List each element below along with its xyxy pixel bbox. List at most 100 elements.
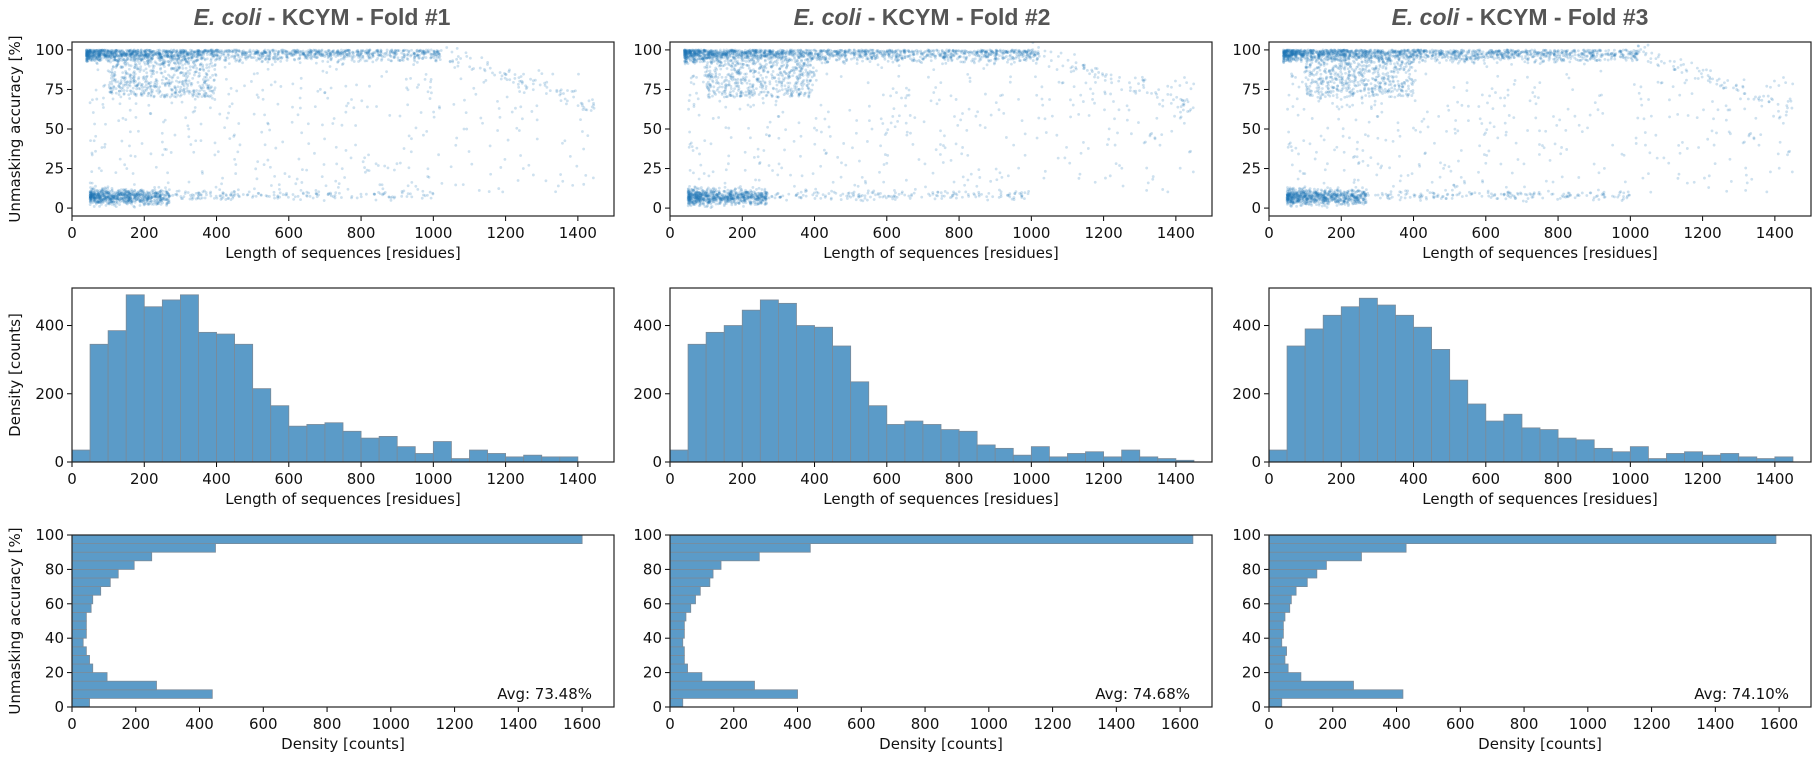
scatter-point <box>314 52 318 56</box>
scatter-point <box>303 53 306 57</box>
scatter-point <box>330 50 334 54</box>
scatter-point <box>252 49 255 53</box>
scatter-point <box>115 63 119 67</box>
scatter-point <box>313 55 317 59</box>
scatter-point <box>413 52 416 55</box>
scatter-point <box>119 82 122 85</box>
scatter-point <box>260 51 264 55</box>
scatter-point <box>418 48 422 52</box>
scatter-point <box>1032 50 1036 54</box>
scatter-point <box>572 95 576 99</box>
scatter-point <box>868 60 872 63</box>
scatter-point <box>296 113 300 117</box>
scatter-point <box>429 196 433 200</box>
scatter-point <box>395 52 399 55</box>
scatter-point <box>143 49 146 53</box>
scatter-point <box>157 54 161 58</box>
scatter-point <box>104 53 107 57</box>
scatter-point <box>131 49 135 53</box>
scatter-point <box>294 52 297 56</box>
scatter-point <box>586 134 590 138</box>
scatter-point <box>125 80 129 84</box>
scatter-point <box>186 53 190 57</box>
scatter-point <box>346 187 350 191</box>
scatter-point <box>143 50 147 54</box>
scatter-point <box>98 56 102 60</box>
scatter-point <box>290 52 294 56</box>
scatter-point <box>215 53 219 57</box>
scatter-point <box>264 56 268 60</box>
scatter-point <box>821 55 825 59</box>
scatter-point <box>461 183 465 187</box>
scatter-point <box>200 95 204 99</box>
scatter-point <box>151 54 155 58</box>
scatter-point <box>581 104 584 108</box>
scatter-point <box>354 143 357 147</box>
scatter-point <box>142 194 146 198</box>
scatter-point <box>254 51 258 55</box>
scatter-point <box>357 60 360 63</box>
scatter-point <box>463 98 466 102</box>
scatter-point <box>197 92 201 96</box>
scatter-point <box>379 53 382 57</box>
scatter-point <box>303 56 307 60</box>
scatter-point <box>328 65 332 68</box>
scatter-point <box>234 51 238 55</box>
scatter-point <box>100 52 104 55</box>
scatter-point <box>312 49 316 53</box>
scatter-point <box>114 49 118 52</box>
scatter-point <box>331 122 335 125</box>
scatter-point <box>170 53 173 57</box>
scatter-point <box>321 52 324 56</box>
scatter-point <box>267 58 271 61</box>
scatter-point <box>187 56 191 60</box>
scatter-point <box>139 192 143 196</box>
scatter-point <box>1013 60 1016 64</box>
scatter-point <box>493 73 497 77</box>
scatter-point <box>115 194 119 198</box>
scatter-point <box>354 50 358 54</box>
scatter-point <box>718 48 722 52</box>
scatter-point <box>367 56 371 59</box>
scatter-point <box>234 163 238 166</box>
scatter-point <box>308 194 312 198</box>
scatter-point <box>90 54 94 58</box>
scatter-point <box>316 55 319 59</box>
scatter-point <box>295 177 299 181</box>
scatter-point <box>581 108 585 111</box>
scatter-point <box>390 59 393 63</box>
scatter-point <box>129 154 133 158</box>
scatter-point <box>291 82 295 86</box>
scatter-point <box>300 131 304 135</box>
scatter-point <box>336 49 339 53</box>
scatter-point <box>272 57 275 61</box>
scatter-point <box>574 89 577 93</box>
scatter-point <box>145 48 149 52</box>
scatter-point <box>357 50 361 54</box>
scatter-point <box>205 66 209 70</box>
scatter-point <box>929 55 933 59</box>
scatter-point <box>391 195 394 199</box>
scatter-point <box>418 49 421 53</box>
scatter-point <box>199 54 203 58</box>
scatter-point <box>192 150 196 154</box>
scatter-point <box>193 50 196 54</box>
scatter-point <box>100 49 104 53</box>
scatter-point <box>189 58 193 62</box>
scatter-point <box>374 58 378 62</box>
scatter-point <box>513 77 517 80</box>
scatter-point <box>1012 51 1016 55</box>
scatter-point <box>833 49 836 53</box>
scatter-point <box>698 51 702 54</box>
scatter-point <box>138 204 142 207</box>
scatter-point <box>413 54 417 58</box>
scatter-point <box>200 50 204 54</box>
scatter-point <box>98 53 102 57</box>
scatter-point <box>265 54 269 58</box>
scatter-point <box>421 51 424 55</box>
scatter-point <box>238 50 242 54</box>
scatter-point <box>116 80 120 84</box>
scatter-point <box>198 67 202 71</box>
scatter-point <box>345 48 348 52</box>
scatter-point <box>401 49 405 53</box>
